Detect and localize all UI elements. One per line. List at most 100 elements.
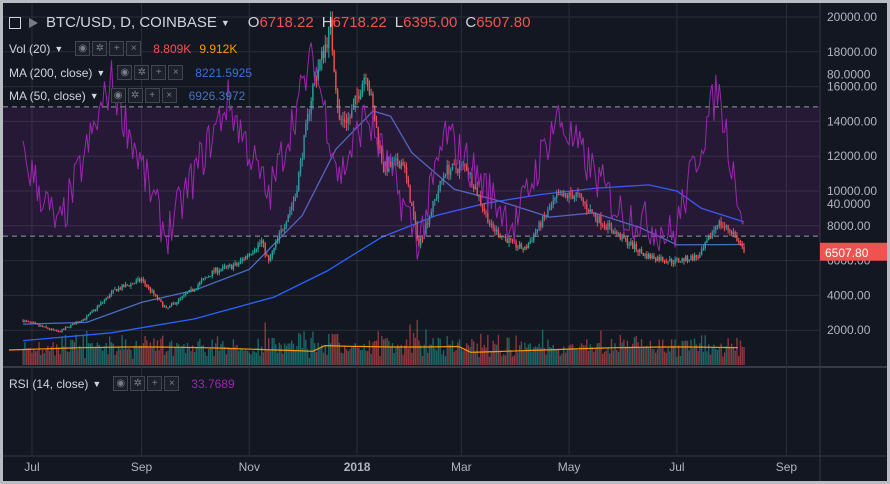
volume-bar xyxy=(262,352,265,365)
y-tick-label: 16000.00 xyxy=(827,80,877,94)
volume-label[interactable]: Vol (20) xyxy=(9,41,51,56)
chart-canvas[interactable]: 2000.004000.006000.008000.0010000.001200… xyxy=(3,3,887,481)
candle-body xyxy=(52,328,54,330)
chevron-down-icon[interactable]: ▼ xyxy=(220,17,230,28)
volume-bar xyxy=(382,339,385,365)
candle-body xyxy=(38,324,40,326)
candle-body xyxy=(101,302,104,304)
volume-bar xyxy=(365,350,367,365)
menu-box-icon[interactable] xyxy=(9,16,21,29)
gear-icon[interactable]: ✲ xyxy=(134,65,150,80)
plus-icon[interactable]: + xyxy=(151,65,167,80)
volume-bar xyxy=(77,349,79,365)
volume-bar xyxy=(312,331,314,365)
volume-bar xyxy=(619,334,622,365)
gear-icon[interactable]: ✲ xyxy=(127,88,143,103)
candle-body xyxy=(517,247,519,249)
candle-body xyxy=(637,249,639,253)
candle-body xyxy=(453,163,455,165)
volume-bar xyxy=(704,335,706,365)
volume-bar xyxy=(538,343,540,365)
candle-body xyxy=(153,290,155,295)
close-icon[interactable]: × xyxy=(164,376,180,391)
ma200-label[interactable]: MA (200, close) xyxy=(9,65,93,80)
volume-bar xyxy=(33,348,35,365)
eye-icon[interactable]: ◉ xyxy=(117,65,133,80)
volume-bar xyxy=(112,343,114,365)
candle-body xyxy=(322,50,325,59)
candle-body xyxy=(36,323,38,325)
volume-bar xyxy=(462,350,464,365)
chevron-down-icon[interactable]: ▼ xyxy=(92,378,102,389)
plus-icon[interactable]: + xyxy=(109,41,125,56)
close-icon[interactable]: × xyxy=(126,41,142,56)
volume-bar xyxy=(561,353,563,365)
candle-body xyxy=(338,106,341,119)
volume-bar xyxy=(253,351,256,365)
candle-body xyxy=(656,257,659,261)
candle-body xyxy=(616,231,618,235)
volume-bar xyxy=(347,351,349,365)
volume-bar xyxy=(457,342,459,365)
volume-bar xyxy=(656,349,659,365)
volume-bar xyxy=(681,340,683,365)
volume-bar xyxy=(266,349,268,365)
eye-icon[interactable]: ◉ xyxy=(75,41,91,56)
volume-bar xyxy=(306,349,309,365)
volume-bar xyxy=(126,349,129,365)
candle-body xyxy=(296,190,298,198)
candle-body xyxy=(252,252,254,254)
volume-bar xyxy=(649,340,652,365)
candle-body xyxy=(154,294,157,296)
plus-icon[interactable]: + xyxy=(144,88,160,103)
chevron-down-icon[interactable]: ▼ xyxy=(89,90,99,101)
candle-body xyxy=(437,190,440,198)
candle-body xyxy=(356,95,358,97)
volume-bar xyxy=(557,348,560,365)
close-icon[interactable]: × xyxy=(168,65,184,80)
volume-bar xyxy=(333,334,335,365)
gear-icon[interactable]: ✲ xyxy=(92,41,108,56)
candle-body xyxy=(250,253,252,255)
candle-body xyxy=(471,172,473,186)
volume-bar xyxy=(529,343,531,365)
candle-body xyxy=(151,290,153,292)
candle-body xyxy=(103,300,106,303)
candle-body xyxy=(407,178,410,185)
ma50-line xyxy=(23,110,745,325)
candle-body xyxy=(679,261,682,263)
plus-icon[interactable]: + xyxy=(147,376,163,391)
eye-icon[interactable]: ◉ xyxy=(113,376,129,391)
volume-bar xyxy=(379,356,381,365)
candle-body xyxy=(206,277,208,279)
candle-body xyxy=(169,305,171,308)
ma50-label[interactable]: MA (50, close) xyxy=(9,88,86,103)
y-tick-label: 14000.00 xyxy=(827,114,877,128)
candle-body xyxy=(358,96,360,100)
candle-body xyxy=(379,144,381,147)
candle-body xyxy=(179,297,182,299)
flag-icon[interactable] xyxy=(29,17,38,28)
candle-body xyxy=(503,235,505,238)
volume-bar xyxy=(370,353,372,365)
volume-bar xyxy=(670,339,673,365)
rsi-label[interactable]: RSI (14, close) xyxy=(9,376,89,391)
candle-body xyxy=(732,231,735,235)
volume-bar xyxy=(421,355,424,365)
candle-body xyxy=(716,225,719,227)
candle-body xyxy=(349,117,351,119)
volume-bar xyxy=(368,340,371,365)
close-icon[interactable]: × xyxy=(161,88,177,103)
chevron-down-icon[interactable]: ▼ xyxy=(96,67,106,78)
eye-icon[interactable]: ◉ xyxy=(110,88,126,103)
gear-icon[interactable]: ✲ xyxy=(130,376,146,391)
symbol-title[interactable]: BTC/USD, D, COINBASE xyxy=(46,14,217,31)
candle-body xyxy=(40,325,42,327)
candle-body xyxy=(128,285,130,287)
volume-bar xyxy=(375,340,378,365)
candle-body xyxy=(609,223,611,227)
chevron-down-icon[interactable]: ▼ xyxy=(54,43,64,54)
candle-body xyxy=(695,255,698,258)
volume-bar xyxy=(663,351,666,365)
volume-bar xyxy=(739,340,742,365)
